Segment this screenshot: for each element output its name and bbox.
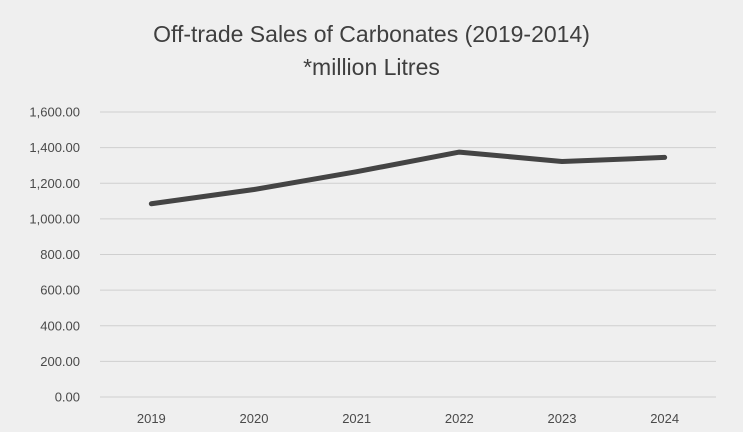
y-tick-label: 200.00 <box>40 354 80 369</box>
x-tick-label: 2024 <box>650 411 679 426</box>
data-point <box>456 149 462 155</box>
gridlines <box>100 111 716 398</box>
series-line <box>148 149 668 207</box>
x-tick-label: 2022 <box>445 411 474 426</box>
data-point <box>559 159 565 165</box>
data-point <box>354 169 360 175</box>
data-point <box>662 154 668 160</box>
y-tick-label: 1,200.00 <box>29 176 80 191</box>
y-tick-label: 0.00 <box>55 390 80 405</box>
chart-title: Off-trade Sales of Carbonates (2019-2014… <box>153 21 590 47</box>
x-tick-label: 2023 <box>548 411 577 426</box>
y-tick-label: 1,400.00 <box>29 140 80 155</box>
x-tick-label: 2019 <box>137 411 166 426</box>
y-axis-ticks: 0.00 200.00 400.00 600.00 800.00 1,000.00 1,20… <box>29 105 80 405</box>
data-point <box>148 201 154 207</box>
chart-subtitle: *million Litres <box>303 54 440 80</box>
x-axis-ticks: 2019 2020 2021 2022 2023 2024 <box>137 411 679 426</box>
y-tick-label: 1,000.00 <box>29 211 80 226</box>
data-point <box>251 186 257 192</box>
chart-title-block: Off-trade Sales of Carbonates (2019-2014… <box>0 18 743 84</box>
series-group <box>148 149 668 207</box>
y-tick-label: 600.00 <box>40 283 80 298</box>
x-tick-label: 2020 <box>240 411 269 426</box>
y-tick-label: 400.00 <box>40 318 80 333</box>
y-tick-label: 1,600.00 <box>29 105 80 120</box>
x-tick-label: 2021 <box>342 411 371 426</box>
y-tick-label: 800.00 <box>40 247 80 262</box>
